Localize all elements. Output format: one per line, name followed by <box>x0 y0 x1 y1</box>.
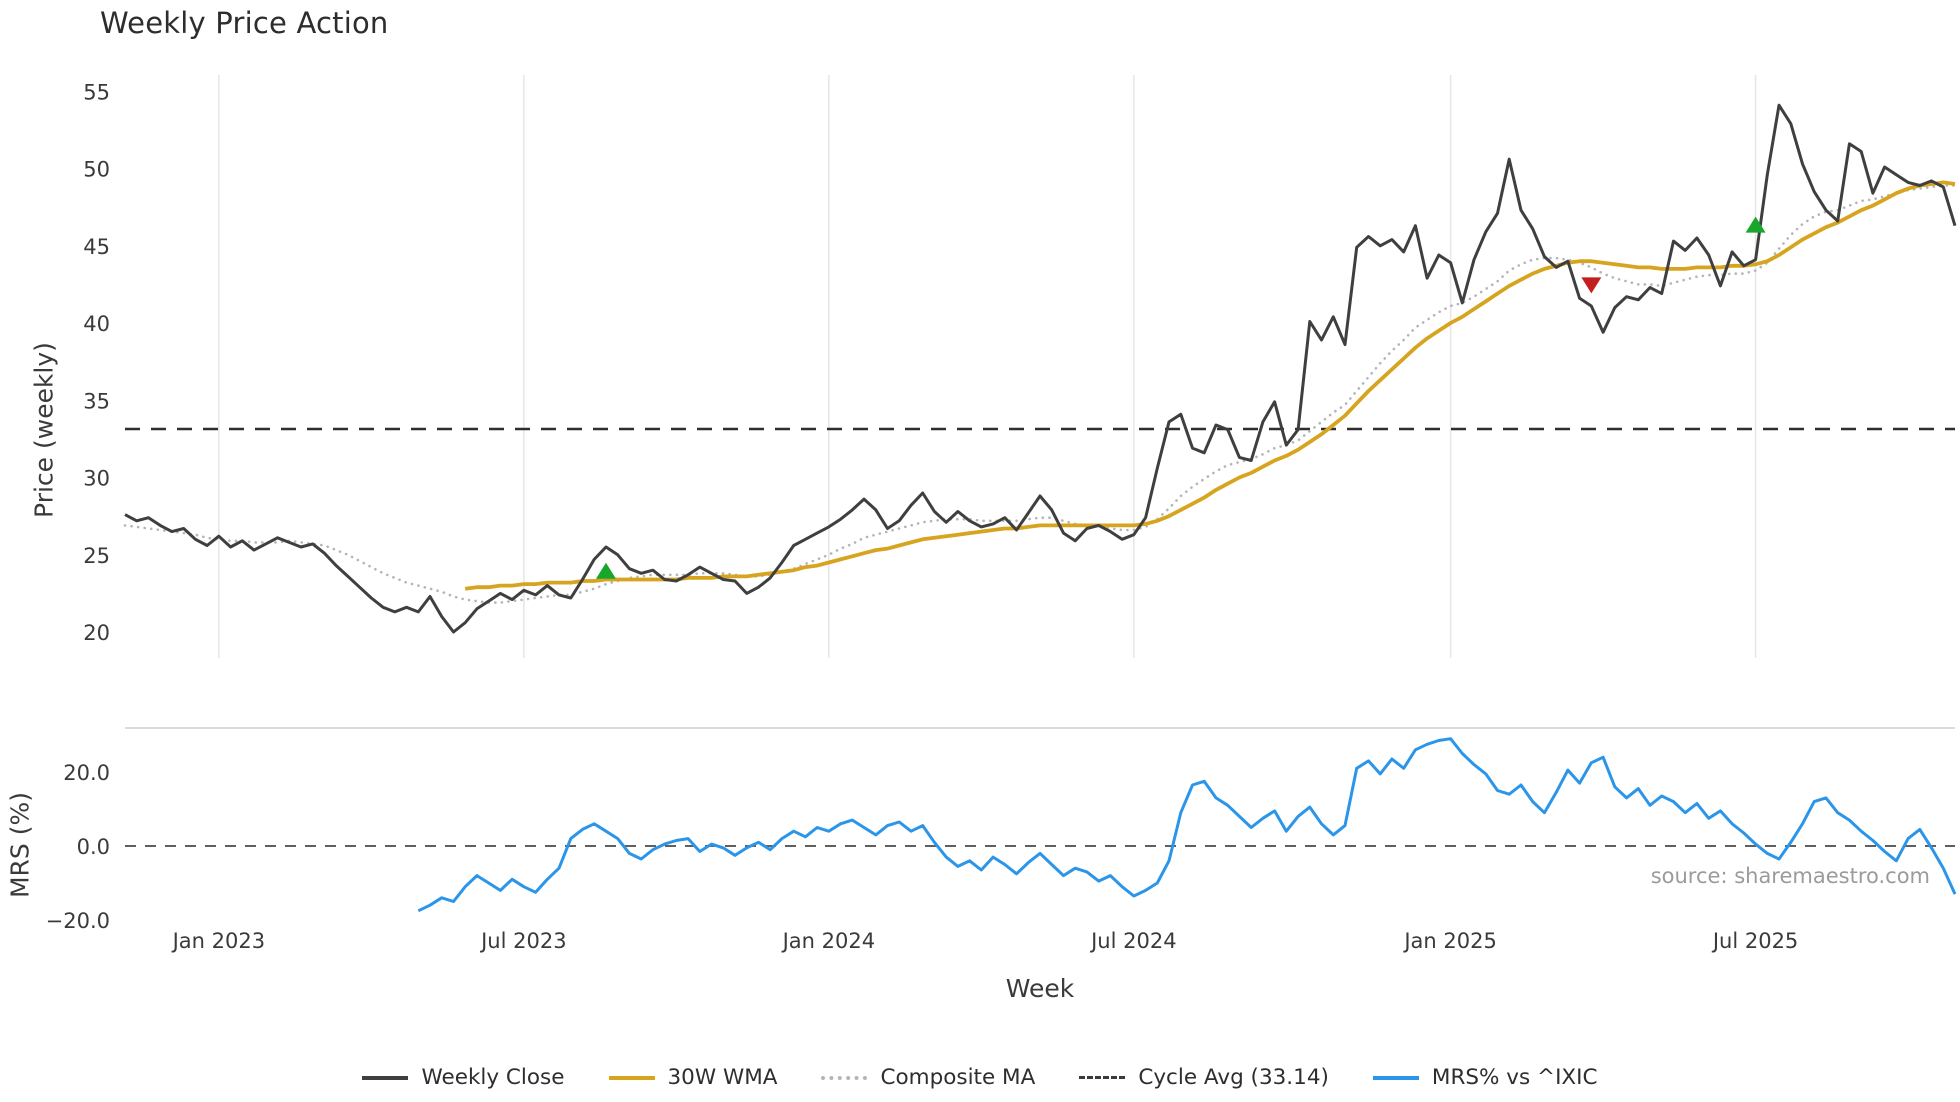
mrs-line <box>417 737 1957 913</box>
price-tick-label: 25 <box>83 544 110 568</box>
legend-swatch-dashed-icon <box>1079 1076 1126 1079</box>
composite-ma-line <box>123 184 1957 604</box>
price-tick-label: 45 <box>83 235 110 259</box>
legend-label: Composite MA <box>880 1065 1036 1090</box>
x-tick-label: Jul 2023 <box>479 929 566 953</box>
legend-item: Weekly Close <box>362 1065 565 1090</box>
legend-item: MRS% vs ^IXIC <box>1372 1065 1598 1090</box>
legend-swatch-dotted-icon <box>821 1075 868 1080</box>
x-tick-label: Jan 2025 <box>1402 929 1497 953</box>
legend: Weekly Close 30W WMA Composite MA Cycle Avg… <box>0 1065 1960 1090</box>
legend-label: MRS% vs ^IXIC <box>1431 1065 1598 1090</box>
legend-label: Cycle Avg (33.14) <box>1138 1065 1329 1090</box>
legend-item: Cycle Avg (33.14) <box>1079 1065 1329 1090</box>
mrs-tick-label: −20.0 <box>46 909 110 933</box>
price-tick-label: 55 <box>83 80 110 104</box>
wma-line <box>464 180 1956 591</box>
mrs-axis-label: MRS (%) <box>5 791 35 899</box>
legend-item: 30W WMA <box>608 1065 778 1090</box>
legend-swatch-solid-icon <box>608 1075 655 1080</box>
price-tick-label: 20 <box>83 621 110 645</box>
legend-label: Weekly Close <box>421 1065 565 1090</box>
buy-marker-icon <box>1745 216 1766 233</box>
sell-marker-icon <box>1581 277 1602 294</box>
mrs-tick-label: 0.0 <box>77 835 110 859</box>
price-tick-label: 50 <box>83 158 110 182</box>
x-tick-label: Jul 2025 <box>1711 929 1798 953</box>
legend-swatch-solid-icon <box>1372 1075 1419 1080</box>
x-tick-label: Jan 2024 <box>781 929 876 953</box>
price-tick-label: 30 <box>83 467 110 491</box>
price-axis-label: Price (weekly) <box>29 342 59 518</box>
legend-item: Composite MA <box>821 1065 1035 1090</box>
weekly-close-line <box>124 103 1957 634</box>
price-tick-label: 40 <box>83 312 110 336</box>
buy-marker-icon <box>595 562 616 579</box>
mrs-tick-label: 20.0 <box>63 761 110 785</box>
price-tick-label: 35 <box>83 389 110 413</box>
legend-swatch-solid-icon <box>362 1075 409 1080</box>
x-tick-label: Jul 2024 <box>1089 929 1176 953</box>
x-tick-label: Jan 2023 <box>171 929 266 953</box>
week-axis-label: Week <box>1005 974 1075 1003</box>
chart-title: Weekly Price Action <box>100 6 389 40</box>
legend-label: 30W WMA <box>667 1065 778 1090</box>
source-watermark: source: sharemaestro.com <box>1650 864 1930 888</box>
